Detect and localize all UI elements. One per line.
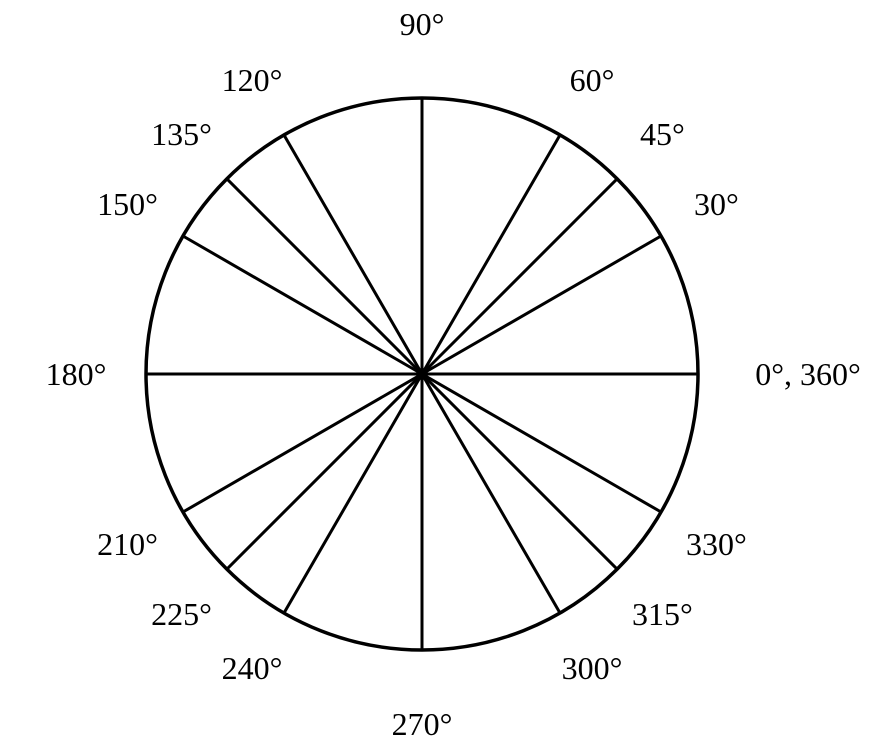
angle-label-90: 90° <box>400 8 445 40</box>
angle-label-330: 330° <box>686 528 747 560</box>
angle-label-240: 240° <box>222 652 283 684</box>
radius-line-225 <box>227 374 422 569</box>
angle-label-180: 180° <box>46 358 107 390</box>
angle-label-135: 135° <box>151 118 212 150</box>
radius-line-210 <box>183 374 422 512</box>
angle-label-120: 120° <box>222 64 283 96</box>
angle-label-210: 210° <box>97 528 158 560</box>
radius-line-315 <box>422 374 617 569</box>
angle-label-150: 150° <box>97 188 158 220</box>
unit-circle-diagram: 0°, 360° 30° 45° 60° 90° 120° 135° 150° 180° 210°… <box>0 0 884 748</box>
angle-label-300: 300° <box>562 652 623 684</box>
angle-label-315: 315° <box>632 598 693 630</box>
radius-line-240 <box>284 374 422 613</box>
angle-label-30: 30° <box>694 188 739 220</box>
radius-line-45 <box>422 179 617 374</box>
radius-line-135 <box>227 179 422 374</box>
angle-label-270: 270° <box>392 708 453 740</box>
radius-line-150 <box>183 236 422 374</box>
angle-label-225: 225° <box>151 598 212 630</box>
radius-line-30 <box>422 236 661 374</box>
angle-label-0: 0°, 360° <box>755 358 861 390</box>
angle-label-60: 60° <box>570 64 615 96</box>
radius-line-330 <box>422 374 661 512</box>
circle-svg <box>0 0 884 748</box>
radius-line-120 <box>284 135 422 374</box>
radius-line-300 <box>422 374 560 613</box>
angle-label-45: 45° <box>640 118 685 150</box>
radius-line-60 <box>422 135 560 374</box>
